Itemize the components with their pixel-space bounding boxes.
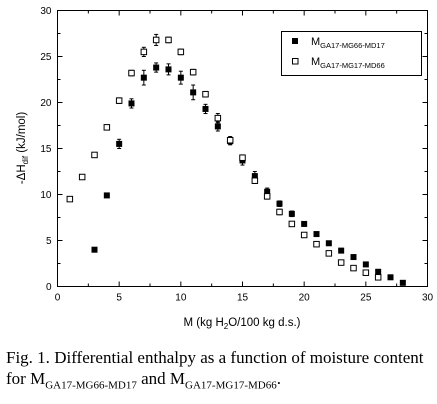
x-tick-label: 5 — [116, 293, 122, 304]
data-point-open — [362, 269, 370, 276]
data-point-filled — [338, 247, 345, 254]
data-point-filled — [140, 74, 147, 81]
data-point-filled — [375, 268, 382, 275]
figure-caption: Fig. 1. Differential enthalpy as a funct… — [6, 347, 431, 396]
legend-marker-filled — [292, 38, 298, 44]
data-point-open — [313, 240, 320, 248]
data-point-filled — [214, 123, 221, 130]
legend-label-1-base: M — [311, 36, 320, 48]
data-point-open — [115, 97, 123, 104]
data-point-filled — [177, 74, 184, 81]
y-tick-label: 20 — [40, 98, 52, 109]
data-point-open — [165, 36, 172, 44]
data-point-open — [128, 69, 135, 77]
legend-label-2-sub: GA17-MG17-MD66 — [320, 61, 385, 70]
x-tick-label: 10 — [175, 293, 187, 304]
data-point-filled — [399, 279, 406, 286]
caption-fig-label: Fig. 1. — [6, 348, 50, 367]
x-tick-label: 25 — [360, 293, 372, 304]
data-point-filled — [313, 231, 320, 238]
data-point-open — [91, 151, 98, 159]
data-point-filled — [116, 140, 123, 147]
x-tick-label: 15 — [237, 293, 249, 304]
data-point-filled — [301, 220, 308, 227]
x-tick-label: 30 — [422, 293, 434, 304]
data-point-open — [78, 173, 86, 181]
data-point-open — [325, 250, 333, 257]
data-point-open — [177, 48, 185, 56]
marks-layer — [66, 33, 406, 286]
caption-text-1: Differential enthalpy as a function of m… — [6, 348, 424, 388]
legend-label-1: MGA17-MG66-MD17 — [311, 36, 385, 50]
y-tick-label: 15 — [40, 144, 52, 155]
chart: 0 5 10 15 20 25 30 0 5 10 15 20 25 30 M (kg H2O/100 k… — [16, 6, 433, 331]
data-point-open — [251, 177, 259, 184]
y-tick-label: 25 — [40, 52, 52, 63]
x-axis-title-pre: M (kg H — [184, 317, 224, 329]
ticks-layer: 0 5 10 15 20 25 30 0 5 10 15 20 25 30 — [40, 6, 433, 304]
data-point-filled — [362, 261, 369, 268]
data-point-filled — [387, 274, 394, 281]
legend: MGA17-MG66-MD17 MGA17-MG17-MD66 — [281, 31, 422, 76]
data-point-open — [226, 136, 234, 144]
data-point-open — [300, 231, 308, 239]
legend-marker-open — [292, 58, 299, 65]
caption-sub-2: GA17-MG17-MD66 — [185, 379, 277, 392]
y-tick-label: 5 — [46, 236, 52, 247]
y-axis-title-pre: -ΔH — [16, 164, 28, 184]
data-point-filled — [325, 240, 332, 247]
legend-label-2-base: M — [311, 56, 320, 68]
data-point-open — [263, 193, 271, 200]
data-point-open — [140, 48, 148, 56]
caption-sub-1: GA17-MG66-MD17 — [45, 379, 137, 392]
data-point-filled — [202, 105, 209, 112]
data-point-open — [189, 68, 197, 76]
series-1 — [91, 62, 406, 286]
y-axis-title: -ΔHdif (kJ/mol) — [16, 112, 30, 185]
data-point-open — [337, 259, 345, 266]
data-point-open — [350, 264, 357, 272]
data-point-open — [202, 90, 209, 98]
data-point-filled — [128, 100, 135, 107]
data-point-open — [66, 195, 74, 203]
data-point-open — [103, 124, 111, 131]
caption-text-3: . — [276, 369, 281, 388]
data-point-filled — [190, 89, 197, 96]
y-tick-label: 30 — [40, 6, 52, 17]
data-point-filled — [350, 254, 357, 261]
x-tick-label: 0 — [55, 293, 61, 304]
legend-label-2: MGA17-MG17-MD66 — [311, 56, 385, 70]
data-point-open — [374, 274, 382, 281]
data-point-filled — [91, 246, 98, 253]
data-point-open — [288, 220, 296, 228]
data-point-filled — [288, 210, 295, 217]
x-tick-label: 20 — [299, 293, 311, 304]
x-axis-title: M (kg H2O/100 kg d.s.) — [184, 317, 301, 331]
data-point-filled — [103, 192, 110, 199]
data-point-filled — [276, 200, 283, 207]
y-tick-label: 0 — [46, 282, 52, 293]
y-tick-label: 10 — [40, 190, 52, 201]
x-axis-title-sub: 2 — [224, 322, 229, 331]
data-point-filled — [153, 64, 160, 71]
legend-label-1-sub: GA17-MG66-MD17 — [320, 41, 385, 50]
data-point-open — [276, 208, 283, 216]
legend-box — [281, 31, 422, 76]
data-point-filled — [251, 173, 258, 180]
y-axis-title-post: (kJ/mol) — [16, 112, 28, 156]
data-point-open — [152, 36, 160, 44]
data-point-filled — [165, 66, 172, 73]
data-point-filled — [264, 188, 271, 195]
y-axis-title-sub: dif — [21, 155, 30, 164]
series-2 — [66, 33, 382, 281]
caption-text-2: and M — [136, 369, 186, 388]
data-point-open — [214, 114, 222, 122]
x-axis-title-post: O/100 kg d.s.) — [228, 317, 300, 329]
data-point-open — [239, 154, 246, 161]
